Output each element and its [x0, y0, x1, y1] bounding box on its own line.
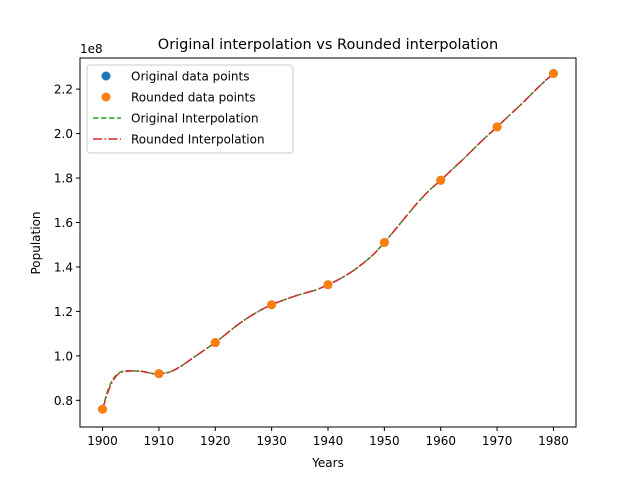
x-axis: 1900 1910 1920 1930 1940 1950 1960 1970 1980: [87, 427, 569, 448]
x-tick-label: 1970: [482, 434, 513, 448]
x-tick-label: 1930: [256, 434, 287, 448]
legend-marker-original-points: [101, 71, 111, 81]
y-tick-label: 1.8: [54, 172, 73, 186]
y-tick-label: 1.2: [54, 305, 73, 319]
legend-entry-original-points: Original data points: [101, 70, 249, 84]
rounded-data-point: [379, 238, 389, 247]
legend-label-rounded-interpolation: Rounded Interpolation: [131, 133, 265, 147]
y-axis: 0.8 1.0 1.2 1.4 1.6 1.8 2.0 2.2: [54, 83, 80, 408]
data-points: [98, 69, 558, 414]
x-tick-label: 1920: [200, 434, 231, 448]
legend-entry-rounded-points: Rounded data points: [101, 91, 255, 105]
y-tick-label: 1.4: [54, 260, 73, 274]
y-axis-label: Population: [29, 211, 43, 274]
y-tick-label: 0.8: [54, 394, 73, 408]
legend: Original data points Rounded data points…: [86, 64, 294, 154]
rounded-data-point: [548, 69, 558, 79]
x-tick-label: 1940: [313, 434, 344, 448]
rounded-data-point: [267, 300, 277, 310]
x-tick-label: 1950: [369, 434, 400, 448]
rounded-data-point: [436, 175, 446, 185]
legend-label-original-points: Original data points: [131, 70, 249, 84]
y-tick-label: 1.6: [54, 216, 73, 230]
y-tick-label: 2.0: [54, 127, 73, 141]
rounded-data-point: [323, 280, 333, 290]
y-offset-text: 1e8: [80, 42, 103, 56]
legend-box: [86, 64, 294, 154]
rounded-data-point: [98, 404, 108, 414]
y-tick-label: 2.2: [54, 83, 73, 97]
y-tick-label: 1.0: [54, 349, 73, 363]
rounded-data-point: [210, 338, 220, 348]
legend-entry-original-interpolation: Original Interpolation: [93, 112, 259, 126]
legend-entry-rounded-interpolation: Rounded Interpolation: [93, 133, 265, 147]
legend-label-rounded-points: Rounded data points: [131, 91, 255, 105]
legend-label-original-interpolation: Original Interpolation: [131, 112, 259, 126]
x-tick-label: 1980: [538, 434, 569, 448]
rounded-interpolation-line: [101, 73, 554, 410]
interpolation-curves: [101, 73, 554, 410]
rounded-data-point: [154, 369, 164, 379]
x-tick-label: 1960: [425, 434, 456, 448]
legend-marker-rounded-points: [101, 92, 111, 102]
x-axis-label: Years: [311, 456, 344, 470]
x-tick-label: 1910: [144, 434, 175, 448]
rounded-data-point: [492, 122, 502, 132]
chart-title: Original interpolation vs Rounded interp…: [158, 37, 498, 53]
x-tick-label: 1900: [87, 434, 118, 448]
